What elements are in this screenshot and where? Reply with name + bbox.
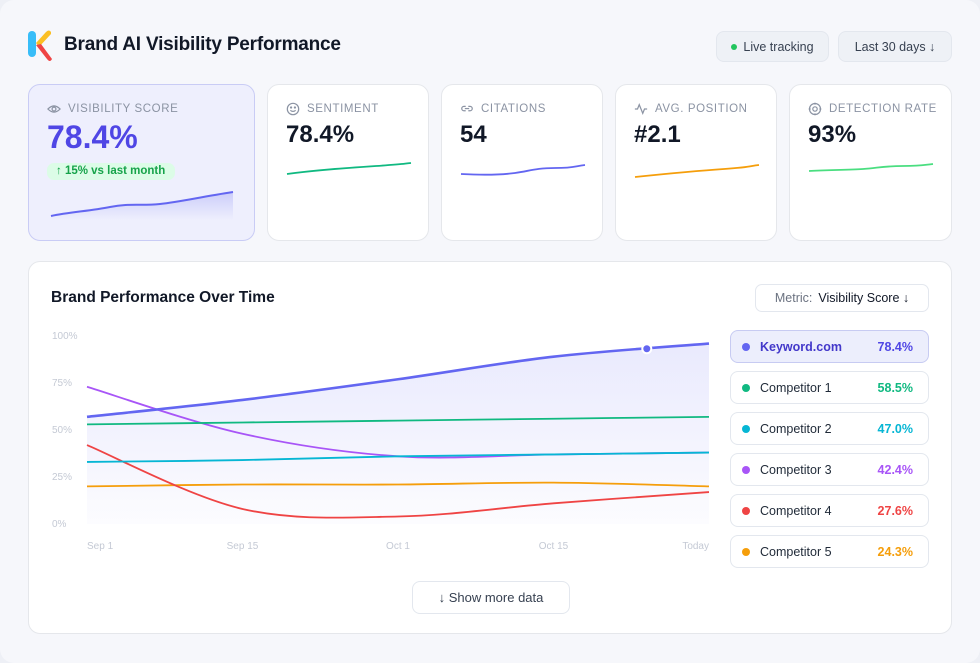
x-tick-label: Sep 1 <box>87 541 114 552</box>
kpi-value: 54 <box>460 121 487 148</box>
legend-item-competitor-1[interactable]: Competitor 1 58.5% <box>730 371 929 404</box>
legend-dot-icon <box>742 424 750 433</box>
keyword-area-fill <box>87 343 709 524</box>
brand-logo <box>28 30 52 61</box>
x-tick-label: Today <box>682 541 709 552</box>
legend-value: 47.0% <box>877 421 913 436</box>
kpi-label: AVG. POSITION <box>655 103 748 115</box>
series-line-competitor-2[interactable] <box>86 451 710 463</box>
legend-name: Competitor 3 <box>760 462 832 477</box>
kpi-card-sentiment[interactable]: SENTIMENT 78.4% <box>267 84 429 241</box>
performance-panel: Brand Performance Over Time Metric: Visi… <box>28 261 952 634</box>
legend-name: Competitor 5 <box>760 544 832 559</box>
legend-value: 42.4% <box>877 462 913 477</box>
legend-dot-icon <box>742 342 750 351</box>
metric-value-label: Visibility Score ↓ <box>818 291 910 305</box>
live-tracking-button[interactable]: Live tracking <box>716 31 829 62</box>
performance-line-chart: 100% 75% 50% 25% 0% Sep 1 Sep 15 Oct 1 Oct 15 To… <box>52 331 710 552</box>
metric-dropdown[interactable]: Metric: Visibility Score ↓ <box>755 284 929 312</box>
legend-dot-icon <box>742 383 750 392</box>
series-line-competitor-5[interactable] <box>86 481 710 488</box>
x-tick-label: Oct 15 <box>539 541 569 552</box>
live-dot-icon <box>731 43 738 50</box>
x-tick-label: Sep 15 <box>227 541 259 552</box>
detection-sparkline <box>808 163 934 172</box>
legend-name: Competitor 2 <box>760 421 832 436</box>
kpi-label: CITATIONS <box>481 103 547 115</box>
kpi-value: 78.4% <box>286 121 355 148</box>
legend-name: Keyword.com <box>760 339 842 354</box>
sentiment-sparkline <box>286 162 412 175</box>
legend-value: 27.6% <box>877 503 913 518</box>
metric-key-label: Metric: <box>774 291 813 305</box>
kpi-card-detection-rate[interactable]: DETECTION RATE 93% <box>789 84 952 241</box>
series-line-competitor-4[interactable] <box>86 444 710 519</box>
series-line-competitor-1[interactable] <box>86 415 710 426</box>
y-tick-label: 75% <box>52 378 72 389</box>
y-tick-label: 25% <box>52 472 72 483</box>
panel-title: Brand Performance Over Time <box>51 289 275 306</box>
activity-icon <box>634 102 648 116</box>
legend-item-keyword-com[interactable]: Keyword.com 78.4% <box>730 330 929 363</box>
legend-name: Competitor 4 <box>760 503 832 518</box>
visibility-sparkline <box>50 191 234 220</box>
kpi-label: SENTIMENT <box>307 103 379 115</box>
legend-value: 58.5% <box>877 380 913 395</box>
legend-item-competitor-4[interactable]: Competitor 4 27.6% <box>730 494 929 527</box>
legend-item-competitor-5[interactable]: Competitor 5 24.3% <box>730 535 929 568</box>
link-icon <box>461 105 473 112</box>
live-tracking-label: Live tracking <box>743 39 814 54</box>
legend-name: Competitor 1 <box>760 380 832 395</box>
kpi-card-avg-position[interactable]: AVG. POSITION #2.1 <box>615 84 777 241</box>
y-tick-label: 0% <box>52 519 67 530</box>
target-icon <box>808 102 822 116</box>
legend-dot-icon <box>742 465 750 474</box>
legend-value: 24.3% <box>877 544 913 559</box>
highlight-point[interactable] <box>641 343 653 355</box>
kpi-label: VISIBILITY SCORE <box>68 103 179 115</box>
kpi-label: DETECTION RATE <box>829 103 937 115</box>
citations-sparkline <box>460 164 586 176</box>
eye-icon <box>47 105 61 113</box>
date-range-label: Last 30 days ↓ <box>854 39 936 54</box>
legend-dot-icon <box>742 547 750 556</box>
kpi-card-visibility-score[interactable]: VISIBILITY SCORE 78.4% ↑ 15% vs last mon… <box>28 84 255 241</box>
y-tick-label: 50% <box>52 425 72 436</box>
legend-dot-icon <box>742 506 750 515</box>
series-line-keyword-com[interactable] <box>86 342 710 419</box>
position-sparkline <box>634 164 760 178</box>
page-title: Brand AI Visibility Performance <box>64 34 341 55</box>
date-range-dropdown[interactable]: Last 30 days ↓ <box>838 31 952 62</box>
x-tick-label: Oct 1 <box>386 541 410 552</box>
legend-item-competitor-2[interactable]: Competitor 2 47.0% <box>730 412 929 445</box>
kpi-value: 78.4% <box>47 119 138 155</box>
show-more-button[interactable]: ↓ Show more data <box>412 581 570 614</box>
trend-badge: ↑ 15% vs last month <box>47 163 176 180</box>
y-tick-label: 100% <box>52 331 78 342</box>
legend-value: 78.4% <box>877 339 913 354</box>
kpi-card-citations[interactable]: CITATIONS 54 <box>441 84 603 241</box>
legend-item-competitor-3[interactable]: Competitor 3 42.4% <box>730 453 929 486</box>
smile-icon <box>286 102 300 116</box>
kpi-value: #2.1 <box>634 121 681 148</box>
kpi-value: 93% <box>808 121 857 148</box>
